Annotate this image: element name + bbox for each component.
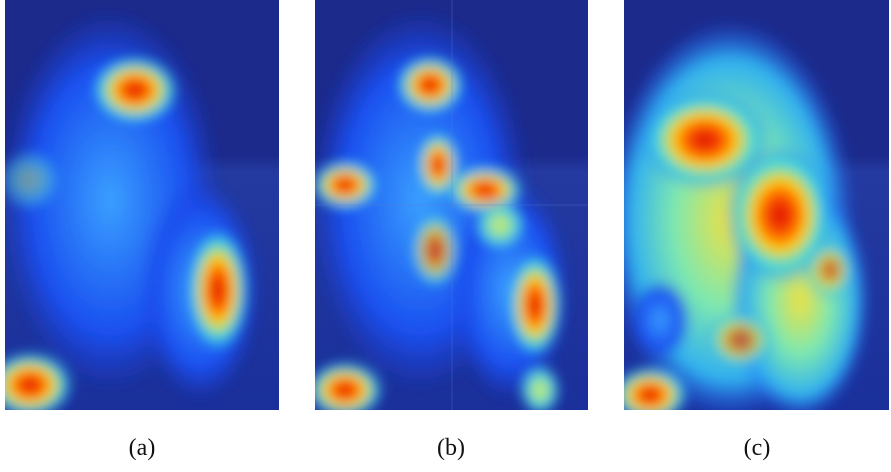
heatmap-c [605, 0, 889, 425]
heatmap-b [305, 0, 588, 420]
caption: (b) [437, 435, 465, 461]
caption: (a) [129, 435, 156, 461]
figure: (a) (b) (c) [0, 0, 891, 472]
page: (a) (b) (c) (() => { const data = JSON.p… [0, 0, 891, 472]
heatmap-a [0, 0, 279, 420]
caption: (c) [744, 435, 771, 461]
